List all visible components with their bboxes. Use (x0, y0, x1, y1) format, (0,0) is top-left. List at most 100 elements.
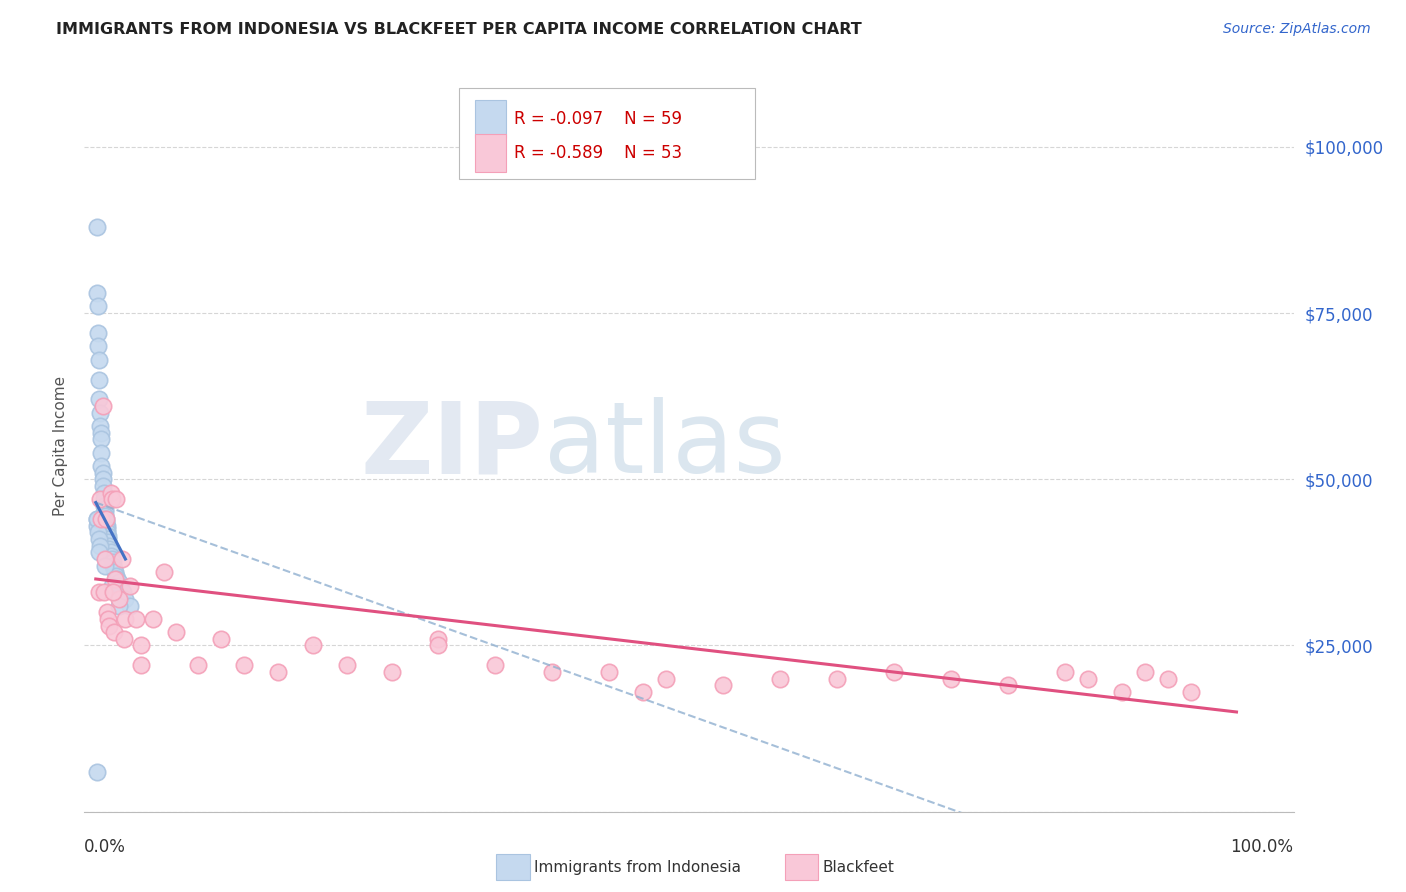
Point (883, 665, 905, 679)
Point (233, 658, 256, 673)
Point (97, 612, 120, 626)
Text: atlas: atlas (544, 398, 786, 494)
Point (101, 555, 124, 569)
Point (1054, 665, 1077, 679)
Point (91, 399, 114, 413)
Point (711, 678, 734, 692)
Point (89, 392, 111, 407)
Point (131, 658, 153, 673)
Point (107, 599, 129, 613)
Point (1077, 672, 1099, 686)
Point (103, 562, 125, 576)
Point (93, 492, 115, 507)
Point (90, 458, 112, 473)
Point (96, 605, 118, 619)
Point (93, 485, 115, 500)
Point (101, 558, 124, 573)
Point (1135, 665, 1157, 679)
Point (89, 532, 111, 546)
Point (93, 585, 115, 599)
Point (97, 529, 120, 543)
Text: IMMIGRANTS FROM INDONESIA VS BLACKFEET PER CAPITA INCOME CORRELATION CHART: IMMIGRANTS FROM INDONESIA VS BLACKFEET P… (56, 22, 862, 37)
Point (89, 492, 111, 507)
Point (89, 545, 111, 559)
Point (89, 352, 111, 367)
Point (541, 665, 564, 679)
Point (110, 582, 132, 596)
Point (94, 558, 117, 573)
Y-axis label: Per Capita Income: Per Capita Income (53, 376, 69, 516)
FancyBboxPatch shape (460, 87, 755, 179)
Point (94, 506, 117, 520)
Point (114, 591, 136, 606)
Point (90, 433, 112, 447)
Point (91, 466, 114, 480)
Point (89, 539, 111, 553)
Point (131, 639, 153, 653)
Point (165, 625, 187, 640)
Point (94, 552, 117, 566)
Point (104, 572, 127, 586)
Point (633, 685, 655, 699)
Point (1111, 685, 1133, 699)
Text: 0.0%: 0.0% (84, 838, 127, 856)
Point (89, 585, 111, 599)
Point (98, 618, 121, 632)
Point (86, 512, 108, 526)
Point (94, 512, 117, 526)
Point (941, 672, 963, 686)
Text: ZIP: ZIP (361, 398, 544, 494)
Point (86, 219, 108, 234)
Point (105, 568, 128, 582)
Point (187, 658, 209, 673)
Point (100, 552, 122, 566)
Point (267, 665, 290, 679)
Point (484, 658, 506, 673)
Point (107, 572, 129, 586)
Text: Blackfeet: Blackfeet (823, 860, 894, 874)
Point (104, 566, 127, 580)
Point (107, 591, 129, 606)
Point (997, 678, 1019, 692)
Point (100, 549, 122, 563)
Point (769, 672, 792, 686)
Point (94, 502, 117, 516)
Point (825, 672, 848, 686)
Point (94, 512, 117, 526)
Text: R = -0.589    N = 53: R = -0.589 N = 53 (513, 145, 682, 162)
Point (98, 542, 121, 557)
Point (89, 372, 111, 386)
Point (101, 585, 124, 599)
Point (100, 579, 122, 593)
Point (153, 566, 176, 580)
Text: Immigrants from Indonesia: Immigrants from Indonesia (534, 860, 741, 874)
Point (90, 445, 112, 459)
Point (108, 579, 131, 593)
Point (598, 665, 620, 679)
Point (100, 545, 122, 559)
Point (100, 492, 122, 507)
Point (94, 508, 117, 523)
Point (90, 512, 112, 526)
Text: Source: ZipAtlas.com: Source: ZipAtlas.com (1223, 22, 1371, 37)
Point (142, 612, 165, 626)
Point (336, 658, 359, 673)
Point (107, 575, 129, 590)
Point (90, 425, 112, 440)
Point (655, 672, 678, 686)
Point (91, 479, 114, 493)
Point (111, 552, 134, 566)
Point (209, 632, 232, 646)
Point (427, 639, 450, 653)
Point (112, 585, 135, 599)
Point (87, 339, 110, 353)
Point (96, 518, 118, 533)
Point (97, 532, 120, 546)
Point (86, 286, 108, 301)
Point (87, 525, 110, 540)
Point (105, 492, 128, 507)
Point (86, 764, 108, 779)
Point (125, 612, 148, 626)
Text: R = -0.097    N = 59: R = -0.097 N = 59 (513, 110, 682, 128)
Point (87, 326, 110, 340)
